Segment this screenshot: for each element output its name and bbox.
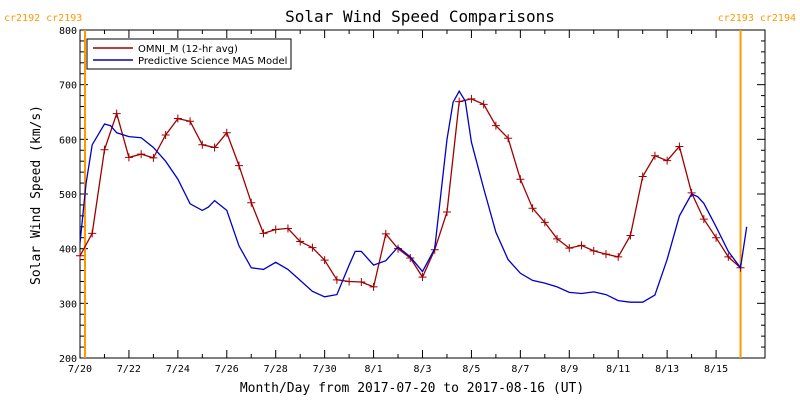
data-point-omni	[455, 97, 464, 106]
data-point-omni	[161, 130, 170, 139]
x-tick-label: 7/20	[68, 364, 92, 375]
x-tick-label: 7/28	[264, 364, 288, 375]
x-tick-label: 8/15	[704, 364, 728, 375]
data-point-omni	[675, 142, 684, 151]
y-tick-label: 200	[59, 354, 77, 365]
carrington-markers	[84, 30, 742, 358]
x-tick-label: 8/3	[413, 364, 431, 375]
data-point-omni	[406, 253, 415, 262]
y-tick-label: 800	[59, 26, 77, 37]
legend-label-omni: OMNI_M (12-hr avg)	[138, 44, 238, 55]
data-point-omni	[516, 175, 525, 184]
data-point-omni	[528, 204, 537, 213]
data-point-omni	[173, 114, 182, 123]
data-point-omni	[345, 277, 354, 286]
data-point-omni	[369, 282, 378, 291]
data-point-omni	[100, 145, 109, 154]
data-point-omni	[124, 153, 133, 162]
data-point-omni	[149, 153, 158, 162]
data-point-omni	[198, 140, 207, 149]
y-tick-label: 300	[59, 299, 77, 310]
data-point-omni	[724, 252, 733, 261]
legend-box	[86, 38, 292, 70]
data-point-omni	[296, 237, 305, 246]
data-point-omni	[186, 117, 195, 126]
data-point-omni	[614, 252, 623, 261]
data-point-omni	[626, 231, 635, 240]
cr-label-left: cr2192 cr2193	[4, 13, 82, 24]
data-point-omni	[271, 225, 280, 234]
data-point-omni	[577, 241, 586, 250]
data-point-omni	[210, 143, 219, 152]
data-point-omni	[565, 244, 574, 253]
data-point-omni	[589, 246, 598, 255]
data-point-omni	[650, 151, 659, 160]
y-tick-label: 600	[59, 135, 77, 146]
chart-title: Solar Wind Speed Comparisons	[285, 7, 555, 26]
data-point-omni	[712, 233, 721, 242]
y-axis-ticks: 200 300 400 500 600 700 800	[59, 26, 765, 365]
data-point-omni	[308, 243, 317, 252]
x-tick-label: 7/26	[215, 364, 239, 375]
data-point-omni	[259, 229, 268, 238]
x-tick-label: 8/1	[365, 364, 383, 375]
data-point-omni	[247, 198, 256, 207]
data-point-omni	[137, 150, 146, 159]
data-point-omni	[699, 215, 708, 224]
data-point-omni	[235, 161, 244, 170]
legend-label-model: Predictive Science MAS Model	[138, 56, 287, 67]
data-point-omni	[418, 273, 427, 282]
data-point-omni	[504, 134, 513, 143]
data-point-omni	[467, 94, 476, 103]
series-lines	[76, 89, 748, 303]
series-line-model	[79, 89, 748, 303]
data-point-omni	[357, 278, 366, 287]
y-tick-label: 400	[59, 245, 77, 256]
cr-label-right: cr2193 cr2194	[718, 13, 796, 24]
data-point-omni	[442, 208, 451, 217]
x-tick-label: 8/9	[560, 364, 578, 375]
x-axis-ticks: 7/20 7/22 7/24 7/26 7/28 7/30 8/1 8/3 8/5 8/7 8/9 8…	[68, 30, 766, 375]
data-point-omni	[76, 251, 84, 260]
x-tick-label: 8/13	[655, 364, 679, 375]
x-tick-label: 8/11	[606, 364, 630, 375]
data-point-omni	[553, 234, 562, 243]
data-point-omni	[320, 256, 329, 265]
plot-area-border	[79, 29, 766, 359]
y-tick-label: 500	[59, 190, 77, 201]
x-axis-title: Month/Day from 2017-07-20 to 2017-08-16 …	[240, 381, 584, 396]
data-point-omni	[601, 250, 610, 259]
data-point-omni	[540, 218, 549, 227]
x-tick-label: 7/22	[117, 364, 141, 375]
data-point-omni	[663, 156, 672, 165]
y-axis-title: Solar Wind Speed (km/s)	[29, 105, 44, 285]
data-point-omni	[479, 100, 488, 109]
data-point-omni	[687, 188, 696, 197]
x-tick-label: 8/5	[462, 364, 480, 375]
y-tick-label: 700	[59, 81, 77, 92]
plot-frame	[79, 29, 766, 359]
legend: OMNI_M (12-hr avg) Predictive Science MA…	[86, 38, 292, 70]
data-point-omni	[222, 128, 231, 137]
x-tick-label: 8/7	[511, 364, 529, 375]
x-tick-label: 7/30	[313, 364, 337, 375]
x-tick-label: 7/24	[166, 364, 190, 375]
data-point-omni	[491, 121, 500, 130]
data-point-omni	[332, 275, 341, 284]
data-point-omni	[638, 172, 647, 181]
data-point-omni	[88, 229, 97, 238]
data-point-omni	[112, 109, 121, 118]
data-point-omni	[381, 229, 390, 238]
data-point-omni	[283, 224, 292, 233]
